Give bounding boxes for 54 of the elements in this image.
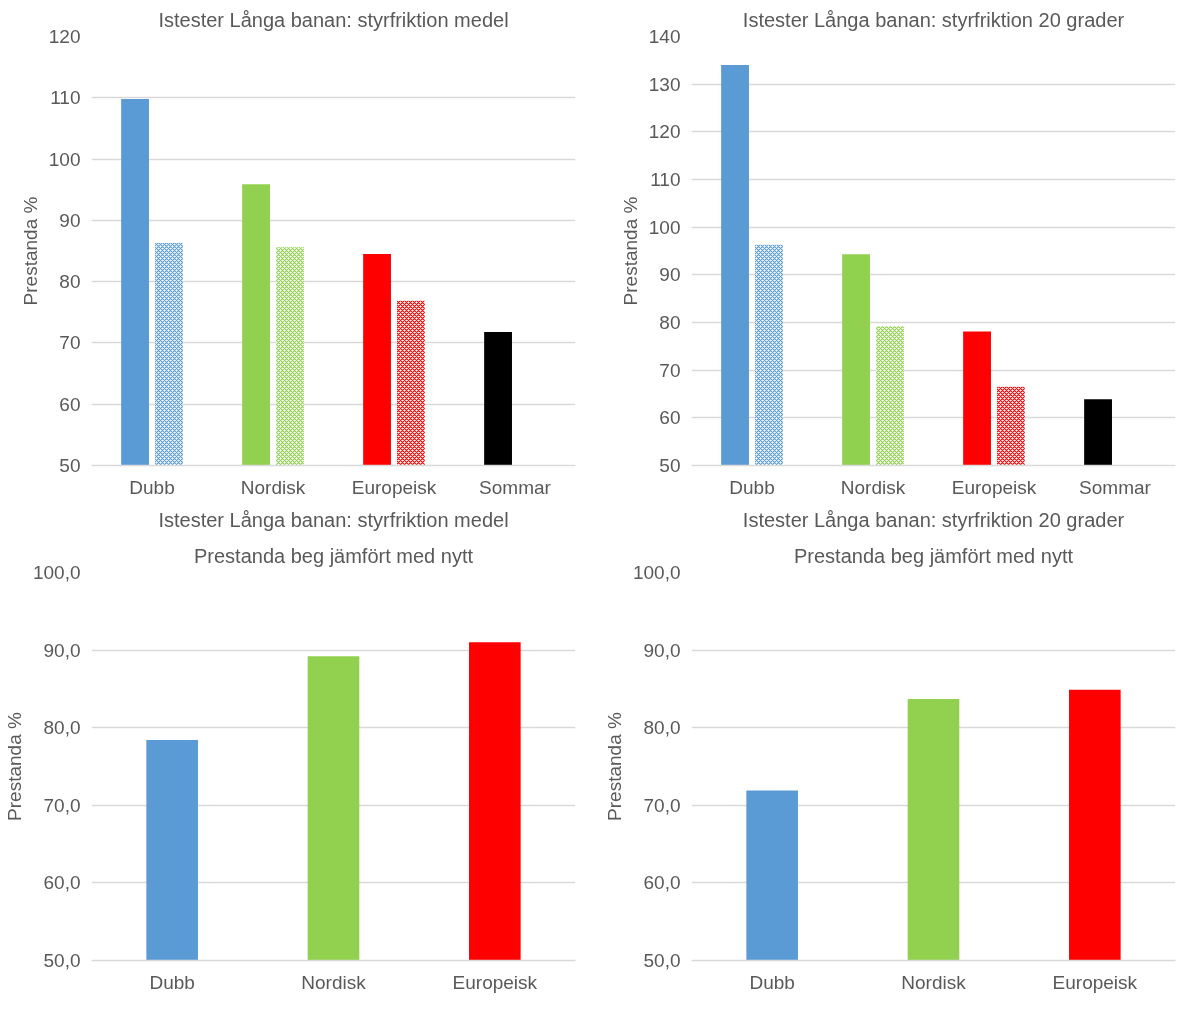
y-tick-label: 100	[48, 148, 81, 170]
y-tick-label: 90,0	[643, 639, 681, 661]
y-axis-title: Prestanda %	[19, 196, 41, 306]
x-tick-label: Nordisk	[901, 971, 967, 993]
y-tick-label: 80,0	[643, 717, 681, 739]
y-tick-label: 50,0	[643, 950, 681, 971]
x-tick-label: Dubb	[729, 476, 775, 498]
y-tick-label: 50	[59, 455, 81, 476]
chart-title: Istester Långa banan: styrfriktion medel	[158, 508, 509, 531]
y-tick-label: 110	[50, 87, 81, 109]
y-tick-label: 90	[59, 209, 81, 231]
chart-title: Istester Långa banan: styrfriktion medel	[158, 8, 509, 31]
y-tick-label: 60	[59, 393, 81, 415]
y-tick-label: 80	[59, 271, 81, 293]
x-tick-label: Dubb	[129, 476, 175, 498]
y-tick-label: 100,0	[632, 562, 681, 583]
x-tick-label: Europeisk	[1052, 971, 1138, 993]
x-tick-label: Europeisk	[452, 971, 538, 993]
y-tick-label: 140	[648, 26, 681, 47]
y-tick-label: 100,0	[32, 562, 81, 583]
x-tick-label: Nordisk	[240, 476, 306, 498]
y-tick-label: 110	[650, 169, 681, 190]
y-axis-title: Prestanda %	[603, 712, 625, 821]
x-tick-label: Dubb	[149, 971, 195, 993]
y-tick-label: 60,0	[643, 872, 681, 894]
y-tick-label: 120	[648, 121, 681, 143]
chart-title: Istester Långa banan: styrfriktion 20 grader	[742, 8, 1125, 31]
y-tick-label: 50,0	[43, 950, 81, 971]
y-tick-label: 90,0	[43, 639, 81, 661]
chart-subtitle: Prestanda beg jämfört med nytt	[793, 544, 1074, 567]
x-tick-label: Europeisk	[351, 476, 437, 498]
y-tick-label: 130	[648, 73, 681, 95]
y-tick-label: 70,0	[643, 794, 681, 816]
y-tick-label: 90	[659, 264, 681, 286]
y-tick-label: 70,0	[43, 794, 81, 816]
x-tick-label: Nordisk	[840, 476, 906, 498]
y-tick-label: 50	[659, 455, 681, 476]
x-tick-label: Europeisk	[951, 476, 1037, 498]
y-tick-label: 60	[659, 407, 681, 429]
x-tick-label: Sommar	[479, 476, 552, 498]
y-tick-label: 80,0	[43, 717, 81, 739]
chart-title: Istester Långa banan: styrfriktion 20 grader	[742, 508, 1125, 531]
y-tick-label: 70	[59, 332, 81, 354]
x-tick-label: Sommar	[1079, 476, 1152, 498]
y-tick-label: 80	[659, 312, 681, 333]
x-tick-label: Nordisk	[301, 971, 367, 993]
x-tick-label: Dubb	[749, 971, 795, 993]
chart-subtitle: Prestanda beg jämfört med nytt	[193, 544, 474, 567]
y-axis-title: Prestanda %	[619, 196, 641, 306]
y-tick-label: 120	[48, 26, 81, 47]
y-tick-label: 60,0	[43, 872, 81, 894]
y-axis-title: Prestanda %	[3, 712, 25, 821]
y-tick-label: 70	[659, 359, 681, 381]
y-tick-label: 100	[648, 216, 681, 238]
